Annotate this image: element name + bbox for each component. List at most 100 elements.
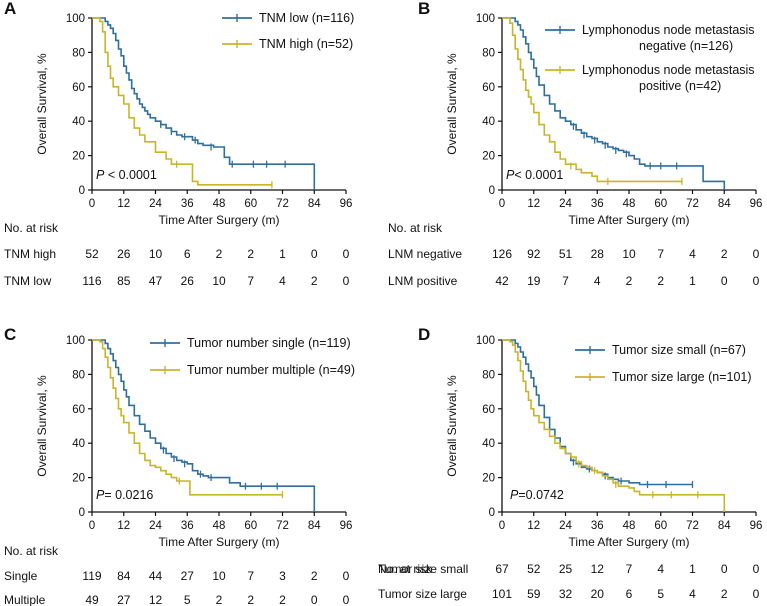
risk-count: 0: [753, 274, 760, 288]
risk-count: 0: [753, 562, 760, 576]
risk-count: 0: [753, 247, 760, 261]
risk-count: 27: [117, 593, 131, 606]
risk-count: 0: [311, 247, 318, 261]
x-tick-label: 0: [499, 520, 505, 532]
risk-count: 32: [559, 587, 573, 601]
x-tick-label: 24: [149, 198, 162, 210]
p-value: P< 0.0001: [506, 168, 563, 182]
risk-count: 119: [82, 569, 101, 583]
legend-label: Tumor number single (n=119): [187, 336, 351, 350]
p-value: P= 0.0216: [96, 488, 153, 502]
risk-count: 2: [311, 274, 318, 288]
y-tick-label: 40: [72, 116, 85, 128]
risk-count: 4: [594, 274, 601, 288]
risk-count: 0: [343, 247, 350, 261]
x-axis-label: Time After Surgery (m): [569, 535, 690, 549]
risk-row-label: LNM negative: [388, 247, 462, 261]
y-tick-label: 20: [482, 151, 495, 163]
risk-count: 28: [591, 247, 605, 261]
risk-count: 27: [181, 569, 195, 583]
survival-curve-group2: [502, 339, 726, 512]
risk-count: 12: [591, 562, 605, 576]
risk-count: 5: [657, 587, 664, 601]
risk-count: 2: [721, 587, 728, 601]
panel-label: C: [4, 325, 16, 344]
risk-count: 0: [343, 593, 350, 606]
risk-count: 126: [492, 247, 512, 261]
legend-label: Tumor number multiple (n=49): [187, 363, 355, 377]
y-tick-label: 0: [79, 185, 85, 197]
risk-count: 42: [495, 274, 509, 288]
x-tick-label: 84: [308, 520, 321, 532]
x-tick-label: 48: [213, 520, 226, 532]
x-tick-label: 12: [117, 198, 130, 210]
risk-count: 52: [527, 562, 541, 576]
y-tick-label: 40: [482, 438, 495, 450]
risk-count: 10: [212, 569, 226, 583]
risk-count: 52: [85, 247, 99, 261]
y-axis-label: Overall Survival, %: [35, 375, 49, 477]
panel-label: B: [418, 0, 430, 18]
survival-curve-group1: [92, 339, 316, 512]
x-tick-label: 0: [89, 198, 95, 210]
risk-count: 7: [247, 569, 254, 583]
risk-count: 0: [721, 274, 728, 288]
risk-count: 25: [559, 562, 573, 576]
y-tick-label: 40: [482, 116, 495, 128]
risk-count: 2: [247, 593, 254, 606]
x-tick-label: 96: [340, 520, 353, 532]
x-tick-label: 84: [308, 198, 321, 210]
risk-count: 92: [527, 247, 541, 261]
p-value-symbol: P: [510, 488, 519, 502]
y-tick-label: 60: [482, 82, 495, 94]
x-tick-label: 24: [149, 520, 162, 532]
risk-count: 10: [212, 274, 226, 288]
risk-table-header: No. at risk: [4, 221, 59, 235]
x-tick-label: 60: [244, 198, 257, 210]
risk-count: 1: [279, 247, 286, 261]
risk-count: 2: [247, 247, 254, 261]
survival-curve-group2: [92, 17, 272, 186]
risk-row-label: Multiple: [4, 593, 46, 606]
risk-count: 5: [184, 593, 191, 606]
y-tick-label: 40: [72, 438, 85, 450]
y-tick-label: 0: [489, 507, 495, 519]
y-tick-label: 100: [476, 335, 495, 347]
y-axis-label: Overall Survival, %: [445, 53, 459, 155]
x-tick-label: 0: [89, 520, 95, 532]
risk-row-label: Tumor size small: [378, 562, 468, 576]
risk-count: 7: [247, 274, 254, 288]
legend-label: Tumor size small (n=67): [612, 343, 746, 357]
y-tick-label: 20: [482, 473, 495, 485]
legend-label: TNM low (n=116): [259, 11, 354, 25]
risk-count: 116: [82, 274, 101, 288]
risk-count: 0: [343, 569, 350, 583]
y-tick-label: 60: [482, 404, 495, 416]
panel-label: D: [418, 325, 430, 344]
risk-count: 26: [117, 247, 131, 261]
x-tick-label: 36: [181, 198, 194, 210]
x-tick-label: 0: [499, 198, 505, 210]
risk-count: 7: [562, 274, 569, 288]
x-tick-label: 72: [276, 520, 289, 532]
risk-count: 84: [117, 569, 131, 583]
survival-curve-group2: [502, 17, 682, 183]
x-tick-label: 60: [654, 198, 667, 210]
risk-count: 12: [149, 593, 163, 606]
risk-count: 7: [657, 247, 664, 261]
y-tick-label: 60: [72, 404, 85, 416]
risk-count: 2: [657, 274, 664, 288]
y-tick-label: 0: [79, 507, 85, 519]
y-tick-label: 80: [482, 47, 495, 59]
risk-count: 20: [591, 587, 605, 601]
risk-count: 4: [657, 562, 664, 576]
risk-count: 1: [689, 562, 696, 576]
x-tick-label: 36: [181, 520, 194, 532]
x-tick-label: 96: [750, 198, 763, 210]
survival-curve-group2: [92, 339, 283, 496]
panel-label: A: [4, 0, 16, 18]
p-value-text: = 0.0216: [104, 488, 153, 502]
risk-count: 6: [184, 247, 191, 261]
